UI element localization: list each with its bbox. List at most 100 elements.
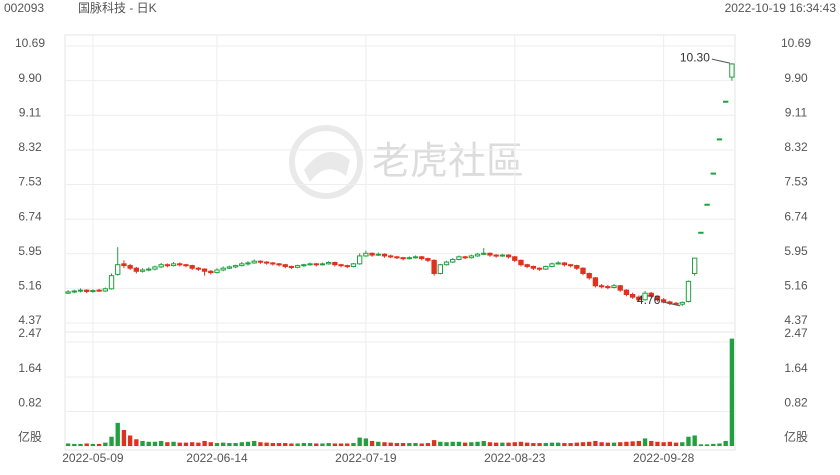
timestamp: 2022-10-19 16:34:43: [725, 1, 837, 15]
annotation-leader: [662, 301, 681, 307]
candle-body: [139, 269, 146, 272]
candle-body: [518, 259, 524, 266]
volume-bar: [481, 440, 486, 446]
candle-body: [369, 252, 375, 256]
candle-body: [301, 264, 307, 267]
candle-body: [512, 256, 518, 261]
volume-bar: [456, 441, 462, 446]
y-tick-label: 5.95: [18, 244, 42, 258]
volume-bar: [103, 442, 108, 446]
volume-bar: [686, 436, 691, 446]
y-tick-label-right: 10.69: [781, 36, 811, 50]
volume-bar: [636, 440, 642, 446]
volume-bar: [363, 438, 369, 446]
candle-body: [282, 264, 288, 267]
volume-bar: [295, 443, 300, 446]
volume-bar: [233, 443, 238, 446]
volume-bar: [419, 443, 424, 446]
x-tick-label: 2022-07-19: [335, 451, 397, 465]
volume-bar: [276, 443, 282, 446]
volume-bar: [493, 442, 499, 446]
volume-bar: [512, 442, 517, 446]
candle-body: [344, 265, 350, 268]
volume-tick-label-right: 1.64: [784, 361, 808, 375]
candle-body: [108, 275, 115, 290]
candle-body: [96, 289, 102, 292]
volume-bar: [630, 441, 635, 446]
volume-bar: [543, 443, 548, 446]
candle-body: [251, 260, 257, 264]
y-tick-label: 5.16: [18, 279, 42, 293]
volume-bar: [332, 443, 338, 446]
candle-body: [487, 252, 493, 256]
volume-bar: [618, 442, 623, 446]
volume-bar: [320, 443, 325, 446]
candle-body: [201, 268, 208, 272]
candle-body: [549, 263, 555, 267]
candle-body: [245, 262, 251, 265]
volume-bar: [283, 443, 288, 446]
candle-body: [77, 289, 84, 292]
volume-tick-label: 2.47: [18, 326, 42, 340]
candle-body: [84, 289, 90, 292]
candle-body: [536, 267, 543, 270]
candle-body: [189, 265, 195, 269]
volume-bar: [400, 443, 406, 446]
volume-bar: [450, 441, 455, 446]
volume-bar: [642, 438, 648, 446]
candle-body: [450, 258, 456, 263]
volume-bar: [314, 443, 319, 446]
y-tick-label-right: 9.90: [784, 71, 808, 85]
volume-bar: [431, 440, 437, 446]
volume-bar: [357, 437, 362, 446]
candle-body: [115, 264, 121, 275]
candle-body: [226, 266, 233, 269]
volume-bar: [605, 442, 610, 446]
volume-bar: [152, 441, 158, 446]
volume-bar: [208, 442, 213, 446]
y-tick-label-right: 8.32: [784, 140, 808, 154]
candle-body: [65, 291, 71, 294]
y-tick-label: 8.32: [18, 140, 42, 154]
volume-bar: [506, 442, 511, 446]
volume-bar: [580, 442, 586, 446]
volume-bar: [661, 442, 666, 446]
stock-code: 002093: [4, 1, 44, 15]
volume-bar: [239, 442, 244, 446]
candle-body: [406, 257, 412, 260]
candle-body: [723, 100, 729, 103]
candle-body: [642, 292, 648, 301]
volume-bar: [518, 441, 524, 446]
volume-bar: [190, 442, 195, 446]
y-tick-label: 7.53: [18, 175, 42, 189]
candle-body: [636, 296, 642, 301]
volume-tick-label-right: 0.82: [784, 396, 808, 410]
y-tick-label: 6.74: [18, 209, 42, 223]
candle-body: [530, 265, 537, 269]
candle-body: [363, 252, 369, 257]
candle-body: [555, 262, 561, 265]
candle-body: [431, 259, 437, 274]
volume-bar: [134, 439, 139, 446]
candle-body: [505, 254, 512, 258]
volume-bar: [115, 422, 120, 446]
volume-bar: [593, 440, 598, 446]
volume-bar: [258, 442, 263, 446]
volume-bar: [221, 442, 226, 446]
y-tick-label: 10.69: [15, 36, 45, 50]
volume-bar: [667, 441, 673, 446]
candle-body: [146, 268, 152, 271]
candle-body: [239, 263, 245, 267]
candle-body: [388, 255, 394, 258]
candle-body: [232, 265, 239, 268]
watermark-text: 老虎社區: [372, 141, 524, 183]
volume-bar: [587, 441, 592, 446]
candle-body: [648, 292, 654, 297]
candle-body: [220, 267, 226, 271]
candle-body: [524, 264, 530, 267]
candle-body: [195, 267, 202, 270]
volume-bar: [413, 443, 418, 446]
volume-bar: [214, 443, 220, 446]
volume-bar: [264, 442, 269, 446]
volume-tick-label: 亿股: [18, 429, 42, 444]
